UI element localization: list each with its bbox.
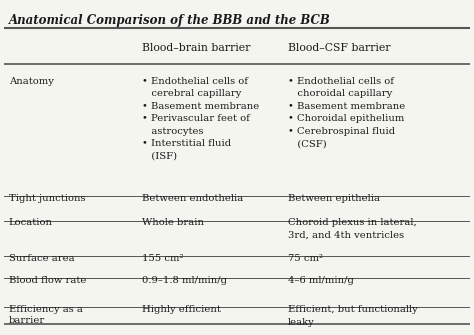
Text: • Endothelial cells of
   choroidal capillary
• Basement membrane
• Choroidal ep: • Endothelial cells of choroidal capilla…: [288, 77, 405, 148]
Text: 75 cm²: 75 cm²: [288, 254, 323, 263]
Text: 0.9–1.8 ml/min/g: 0.9–1.8 ml/min/g: [142, 276, 227, 285]
Text: Surface area: Surface area: [9, 254, 74, 263]
Text: Efficiency as a
barrier: Efficiency as a barrier: [9, 305, 82, 325]
Text: Between endothelia: Between endothelia: [142, 194, 243, 203]
Text: Location: Location: [9, 218, 53, 227]
Text: 155 cm²: 155 cm²: [142, 254, 183, 263]
Text: 4–6 ml/min/g: 4–6 ml/min/g: [288, 276, 354, 285]
Text: Between epithelia: Between epithelia: [288, 194, 380, 203]
Text: Anatomy: Anatomy: [9, 77, 54, 86]
Text: Blood–brain barrier: Blood–brain barrier: [142, 43, 250, 53]
Text: Efficient, but functionally
leaky: Efficient, but functionally leaky: [288, 305, 418, 327]
Text: Whole brain: Whole brain: [142, 218, 203, 227]
Text: Blood flow rate: Blood flow rate: [9, 276, 86, 285]
Text: Tight junctions: Tight junctions: [9, 194, 85, 203]
Text: Highly efficient: Highly efficient: [142, 305, 220, 314]
Text: Blood–CSF barrier: Blood–CSF barrier: [288, 43, 391, 53]
Text: Anatomical Comparison of the BBB and the BCB: Anatomical Comparison of the BBB and the…: [9, 14, 330, 27]
Text: • Endothelial cells of
   cerebral capillary
• Basement membrane
• Perivascular : • Endothelial cells of cerebral capillar…: [142, 77, 259, 160]
Text: Choroid plexus in lateral,
3rd, and 4th ventricles: Choroid plexus in lateral, 3rd, and 4th …: [288, 218, 417, 240]
